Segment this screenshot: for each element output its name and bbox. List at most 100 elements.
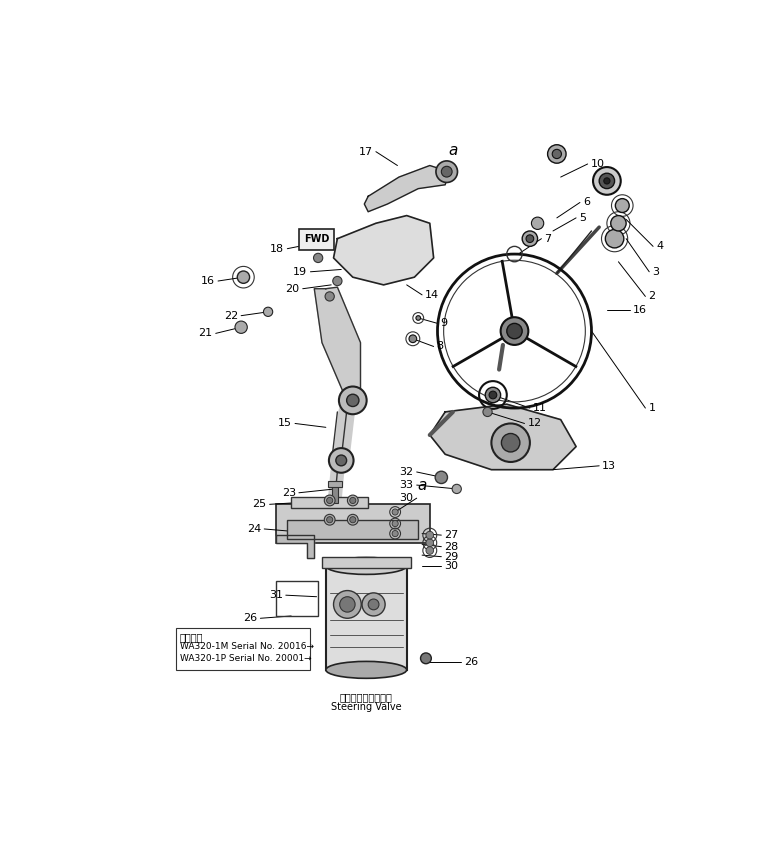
Circle shape bbox=[547, 145, 566, 163]
Text: 25: 25 bbox=[252, 500, 266, 509]
Circle shape bbox=[263, 307, 272, 316]
Circle shape bbox=[435, 471, 447, 483]
Text: 24: 24 bbox=[247, 524, 261, 534]
Bar bbox=[322, 557, 410, 568]
Circle shape bbox=[452, 484, 461, 494]
Polygon shape bbox=[276, 535, 314, 559]
Text: WA320-1M Serial No. 20016→: WA320-1M Serial No. 20016→ bbox=[180, 643, 313, 651]
Circle shape bbox=[392, 520, 398, 527]
Circle shape bbox=[235, 321, 248, 333]
Circle shape bbox=[334, 591, 361, 618]
Text: a: a bbox=[417, 477, 426, 493]
Circle shape bbox=[615, 198, 629, 212]
Circle shape bbox=[605, 229, 624, 248]
Bar bbox=[291, 496, 368, 508]
Text: 16: 16 bbox=[633, 306, 647, 315]
Polygon shape bbox=[365, 165, 449, 211]
Circle shape bbox=[327, 497, 333, 503]
Text: FWD: FWD bbox=[304, 235, 329, 244]
Circle shape bbox=[552, 149, 561, 158]
Bar bbox=[299, 229, 334, 250]
Text: 13: 13 bbox=[602, 461, 616, 471]
Polygon shape bbox=[314, 288, 361, 397]
Circle shape bbox=[336, 455, 347, 466]
Circle shape bbox=[333, 276, 342, 286]
Circle shape bbox=[507, 323, 522, 339]
Text: 27: 27 bbox=[444, 530, 459, 540]
Circle shape bbox=[526, 235, 534, 242]
Text: 31: 31 bbox=[269, 591, 283, 600]
Text: 7: 7 bbox=[545, 234, 552, 243]
Circle shape bbox=[348, 514, 358, 525]
Text: WA320-1P Serial No. 20001→: WA320-1P Serial No. 20001→ bbox=[180, 654, 311, 662]
Text: 18: 18 bbox=[270, 243, 284, 254]
Circle shape bbox=[340, 597, 355, 612]
Text: 30: 30 bbox=[444, 561, 458, 571]
Circle shape bbox=[416, 316, 420, 320]
Text: 14: 14 bbox=[425, 290, 440, 300]
Circle shape bbox=[426, 531, 433, 539]
Circle shape bbox=[489, 391, 497, 399]
Circle shape bbox=[599, 173, 615, 189]
Circle shape bbox=[313, 253, 323, 262]
Circle shape bbox=[350, 497, 356, 503]
Text: 11: 11 bbox=[533, 403, 547, 413]
Text: ステアリングバルブ: ステアリングバルブ bbox=[340, 692, 392, 701]
Polygon shape bbox=[334, 216, 433, 285]
Circle shape bbox=[441, 166, 452, 177]
Circle shape bbox=[350, 517, 356, 523]
Circle shape bbox=[238, 271, 249, 283]
Circle shape bbox=[409, 335, 416, 343]
Bar bbox=[287, 520, 418, 539]
Ellipse shape bbox=[326, 662, 406, 678]
Circle shape bbox=[339, 386, 367, 414]
Text: 21: 21 bbox=[198, 328, 213, 339]
Circle shape bbox=[502, 434, 520, 452]
Text: Steering Valve: Steering Valve bbox=[330, 701, 401, 712]
Bar bbox=[332, 483, 338, 503]
Circle shape bbox=[325, 292, 334, 301]
Circle shape bbox=[426, 539, 433, 546]
Text: a: a bbox=[448, 143, 457, 158]
Bar bbox=[326, 565, 406, 670]
Circle shape bbox=[426, 546, 433, 554]
Text: 2: 2 bbox=[649, 292, 656, 301]
Text: 3: 3 bbox=[652, 267, 659, 277]
Text: 9: 9 bbox=[440, 319, 447, 328]
Text: 17: 17 bbox=[358, 146, 373, 157]
Text: 26: 26 bbox=[464, 657, 478, 667]
Text: 4: 4 bbox=[656, 242, 663, 251]
Circle shape bbox=[392, 531, 398, 537]
Circle shape bbox=[362, 593, 385, 616]
Circle shape bbox=[483, 407, 492, 417]
Text: 22: 22 bbox=[224, 311, 238, 320]
Circle shape bbox=[327, 517, 333, 523]
Circle shape bbox=[485, 387, 501, 403]
Polygon shape bbox=[430, 404, 576, 469]
Circle shape bbox=[501, 317, 529, 345]
Text: 15: 15 bbox=[278, 418, 292, 429]
Circle shape bbox=[368, 599, 379, 610]
Circle shape bbox=[420, 653, 431, 663]
Text: 6: 6 bbox=[583, 197, 590, 208]
Text: 適用番号: 適用番号 bbox=[180, 632, 203, 642]
Text: 19: 19 bbox=[293, 267, 307, 277]
Text: 33: 33 bbox=[399, 480, 413, 490]
Text: 28: 28 bbox=[444, 541, 459, 552]
Circle shape bbox=[522, 231, 538, 246]
Text: 29: 29 bbox=[444, 552, 459, 562]
Bar bbox=[328, 481, 342, 488]
Circle shape bbox=[348, 495, 358, 506]
Text: 32: 32 bbox=[399, 467, 413, 477]
Text: 16: 16 bbox=[201, 276, 215, 286]
Text: 12: 12 bbox=[528, 418, 542, 429]
Text: 1: 1 bbox=[649, 403, 656, 413]
Circle shape bbox=[491, 423, 530, 462]
Circle shape bbox=[324, 514, 335, 525]
Text: 23: 23 bbox=[282, 488, 296, 498]
Bar bbox=[276, 581, 318, 616]
Circle shape bbox=[436, 161, 457, 183]
Ellipse shape bbox=[326, 558, 406, 574]
Text: 26: 26 bbox=[243, 613, 257, 624]
Text: 8: 8 bbox=[437, 341, 444, 352]
